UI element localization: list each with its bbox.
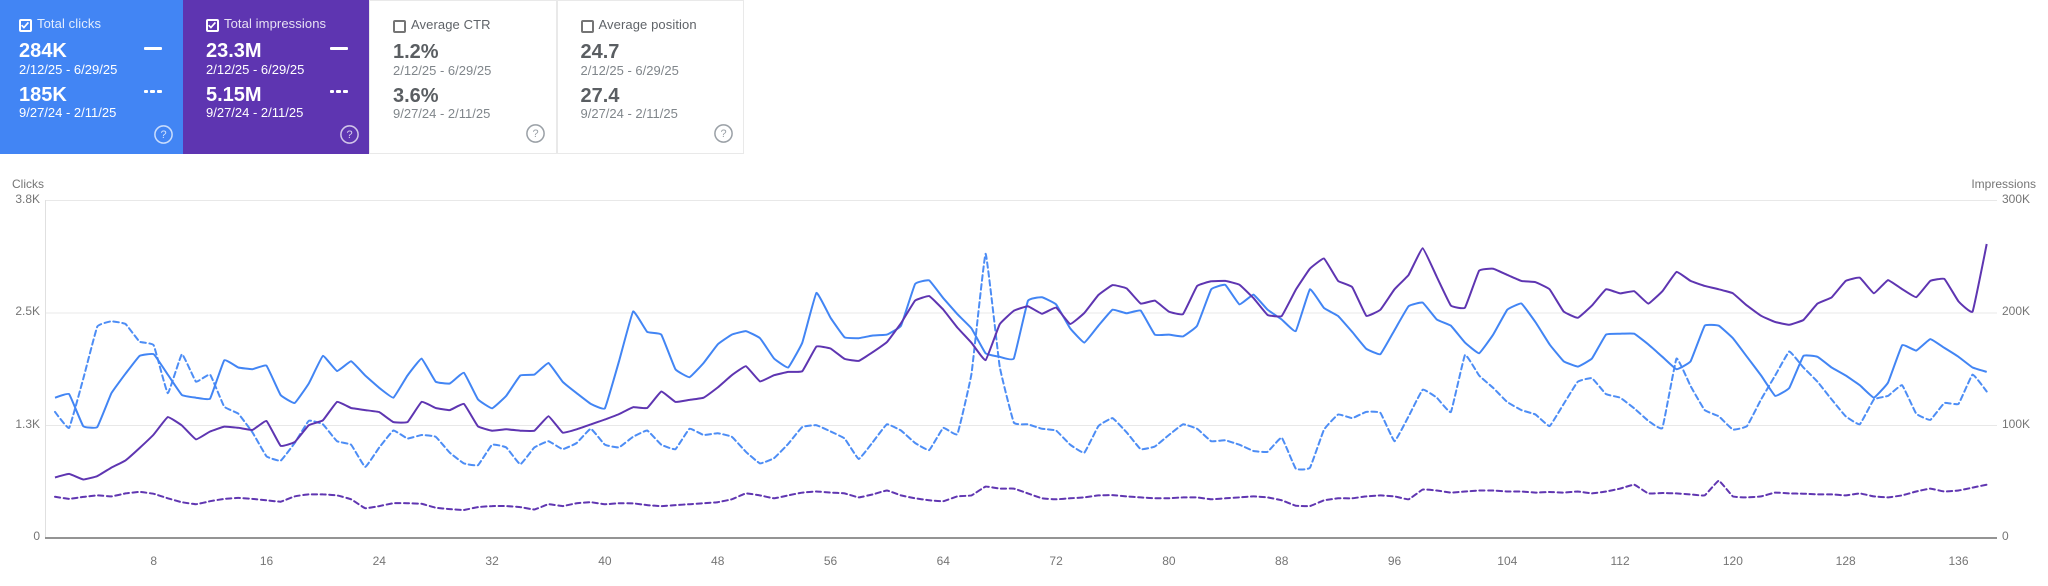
svg-text:0: 0	[2002, 529, 2009, 543]
svg-text:200K: 200K	[2002, 304, 2030, 318]
svg-text:32: 32	[485, 554, 499, 568]
svg-text:3.8K: 3.8K	[15, 192, 40, 206]
svg-text:136: 136	[1948, 554, 1968, 568]
svg-text:?: ?	[720, 128, 726, 140]
svg-text:0: 0	[33, 529, 40, 543]
svg-text:1.3K: 1.3K	[15, 417, 40, 431]
svg-text:Clicks: Clicks	[12, 177, 44, 191]
svg-text:112: 112	[1611, 554, 1630, 568]
svg-text:72: 72	[1049, 554, 1063, 568]
svg-text:48: 48	[711, 554, 725, 568]
svg-text:2.5K: 2.5K	[15, 304, 40, 318]
svg-text:88: 88	[1275, 554, 1289, 568]
svg-text:8: 8	[150, 554, 157, 568]
svg-text:?: ?	[160, 129, 166, 141]
svg-text:120: 120	[1723, 554, 1743, 568]
svg-text:56: 56	[824, 554, 838, 568]
svg-text:300K: 300K	[2002, 192, 2030, 206]
svg-text:?: ?	[532, 128, 538, 140]
svg-text:24: 24	[373, 554, 387, 568]
svg-text:100K: 100K	[2002, 417, 2030, 431]
svg-text:104: 104	[1497, 554, 1517, 568]
svg-text:80: 80	[1162, 554, 1176, 568]
svg-text:96: 96	[1388, 554, 1402, 568]
svg-text:?: ?	[346, 129, 352, 141]
svg-text:64: 64	[937, 554, 951, 568]
svg-text:128: 128	[1836, 554, 1856, 568]
svg-text:16: 16	[260, 554, 274, 568]
svg-text:Impressions: Impressions	[1971, 177, 2036, 191]
svg-text:40: 40	[598, 554, 612, 568]
